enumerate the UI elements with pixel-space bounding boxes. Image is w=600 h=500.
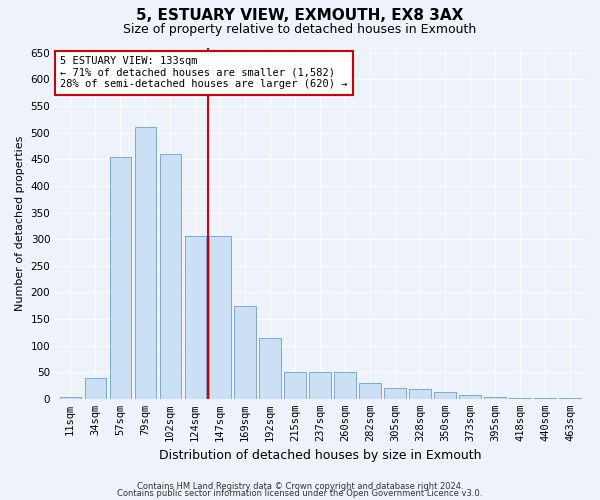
Bar bbox=[110, 156, 131, 399]
Bar bbox=[484, 396, 506, 399]
Bar bbox=[434, 392, 455, 399]
Bar bbox=[59, 397, 81, 399]
Bar bbox=[185, 236, 206, 399]
Bar bbox=[284, 372, 306, 399]
Text: Contains public sector information licensed under the Open Government Licence v3: Contains public sector information licen… bbox=[118, 488, 482, 498]
Bar bbox=[85, 378, 106, 399]
Bar bbox=[385, 388, 406, 399]
Bar bbox=[359, 383, 380, 399]
Bar bbox=[334, 372, 356, 399]
Bar bbox=[134, 128, 156, 399]
Bar bbox=[235, 306, 256, 399]
Y-axis label: Number of detached properties: Number of detached properties bbox=[15, 136, 25, 311]
Text: Contains HM Land Registry data © Crown copyright and database right 2024.: Contains HM Land Registry data © Crown c… bbox=[137, 482, 463, 491]
Bar bbox=[160, 154, 181, 399]
Text: Size of property relative to detached houses in Exmouth: Size of property relative to detached ho… bbox=[124, 22, 476, 36]
Bar bbox=[559, 398, 581, 399]
Text: 5, ESTUARY VIEW, EXMOUTH, EX8 3AX: 5, ESTUARY VIEW, EXMOUTH, EX8 3AX bbox=[136, 8, 464, 22]
Bar bbox=[535, 398, 556, 399]
Bar bbox=[259, 338, 281, 399]
Bar bbox=[209, 236, 231, 399]
Bar bbox=[310, 372, 331, 399]
Bar bbox=[409, 389, 431, 399]
X-axis label: Distribution of detached houses by size in Exmouth: Distribution of detached houses by size … bbox=[159, 450, 481, 462]
Bar bbox=[460, 395, 481, 399]
Text: 5 ESTUARY VIEW: 133sqm
← 71% of detached houses are smaller (1,582)
28% of semi-: 5 ESTUARY VIEW: 133sqm ← 71% of detached… bbox=[61, 56, 348, 90]
Bar bbox=[509, 398, 530, 399]
